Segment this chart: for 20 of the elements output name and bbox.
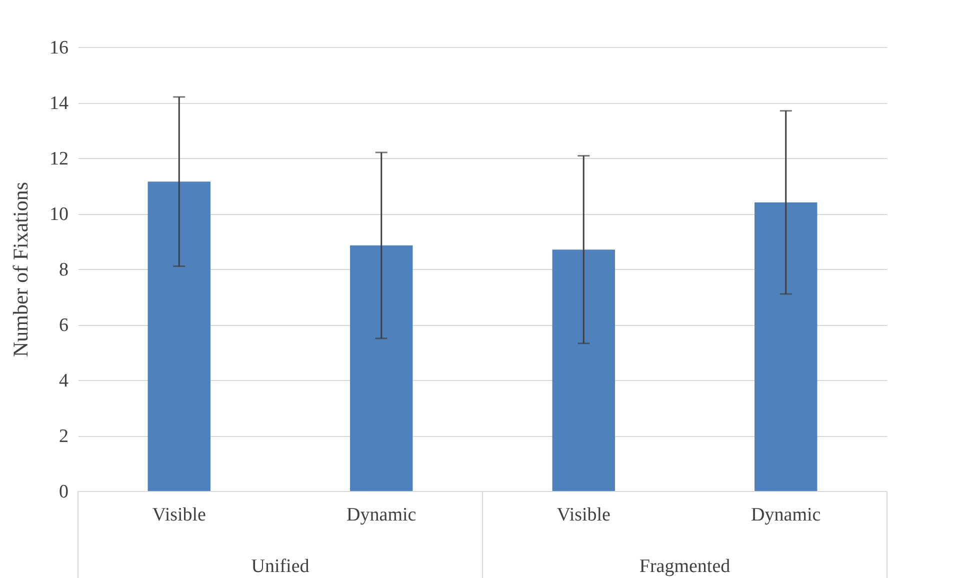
x-tick-label: Visible: [152, 504, 206, 526]
y-tick-label: 14: [50, 93, 69, 114]
y-tick-label: 0: [59, 482, 68, 502]
x-tick-label: Dynamic: [751, 504, 821, 526]
x-tick-label: Dynamic: [346, 504, 416, 526]
bar: [350, 245, 413, 491]
x-tick-label: Visible: [556, 504, 610, 526]
y-tick-label: 12: [50, 148, 68, 170]
y-tick-label: 10: [50, 204, 68, 225]
y-tick-label: 2: [59, 426, 68, 447]
bar: [552, 250, 615, 491]
y-tick-label: 6: [59, 315, 68, 336]
y-tick-label: 4: [59, 370, 69, 392]
y-tick-label: 16: [50, 38, 68, 58]
text: Unified: [251, 556, 310, 577]
bar: [754, 202, 818, 491]
bar: [148, 182, 210, 491]
y-tick-label: 8: [59, 260, 68, 280]
text: Fragmented: [639, 556, 731, 577]
y-axis-title: Number of Fixations: [8, 182, 32, 357]
